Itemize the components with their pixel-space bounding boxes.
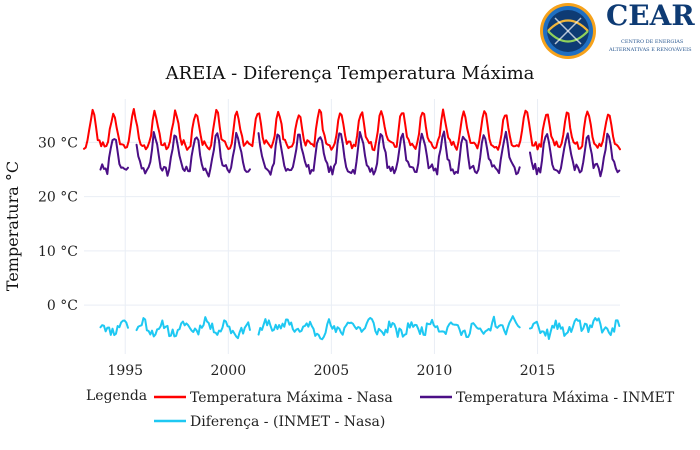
x-tick-label: 1995 (107, 363, 143, 379)
series-line-difference (99, 315, 621, 341)
legend-label-inmet: Temperatura Máxima - INMET (456, 390, 675, 406)
x-tick-label: 2005 (314, 363, 350, 379)
globe-icon (540, 3, 596, 59)
y-tick-label: 30 °C (38, 135, 78, 151)
x-tick-label: 2010 (417, 363, 453, 379)
y-axis-label: Temperatura °C (3, 161, 22, 291)
chart-title: AREIA - Diferença Temperatura Máxima (165, 63, 535, 84)
grid-layer (84, 99, 620, 354)
x-tick-label: 2015 (520, 363, 556, 379)
series-line-inmet (99, 130, 621, 178)
globe-icon-arc-bottom (547, 30, 589, 43)
legend-title: Legenda (86, 388, 147, 404)
series-layer (83, 107, 621, 341)
globe-icon-diagonal-2 (554, 17, 582, 45)
globe-icon-arc-top (547, 19, 589, 32)
logo-title: CEAR (606, 0, 695, 32)
ticks-layer: 1995 2000 2005 2010 2015 0 °C 10 °C 20 °C 30 °C (38, 135, 555, 379)
legend-label-nasa: Temperatura Máxima - Nasa (190, 390, 393, 406)
y-tick-label: 10 °C (38, 244, 78, 260)
y-tick-label: 20 °C (38, 190, 78, 206)
series-line-nasa (83, 107, 621, 152)
legend-label-difference: Diferença - (INMET - Nasa) (190, 414, 385, 430)
logo-subtitle-line1: CENTRO DE ENERGIAS (621, 39, 684, 45)
y-tick-label: 0 °C (47, 298, 78, 314)
cear-logo: CEAR CENTRO DE ENERGIAS ALTERNATIVAS E R… (540, 0, 695, 59)
legend: Legenda Temperatura Máxima - Nasa Temper… (86, 388, 675, 430)
x-tick-label: 2000 (210, 363, 246, 379)
logo-subtitle-line2: ALTERNATIVAS E RENOVÁVEIS (608, 46, 692, 53)
